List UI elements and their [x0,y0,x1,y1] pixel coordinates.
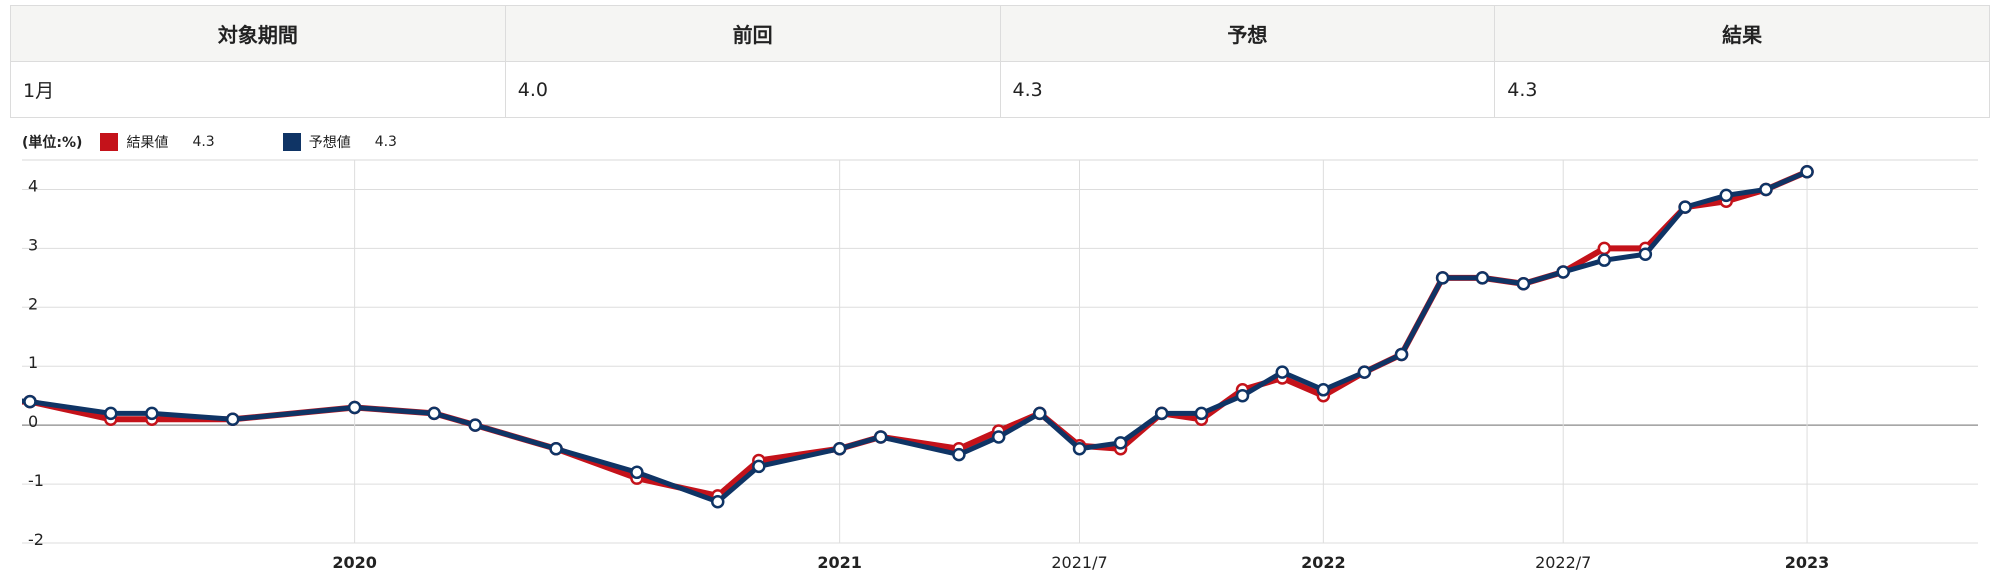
data-point-forecast [1435,271,1450,285]
data-point-forecast [1394,347,1409,362]
header-period: 対象期間 [10,5,506,62]
x-tick-label: 2022 [1301,553,1346,572]
data-point-forecast [1719,188,1733,203]
data-point-forecast [1678,200,1692,214]
data-point-forecast [468,418,482,432]
legend-value-result: 4.3 [192,134,215,150]
legend-label-forecast: 予想値 [308,135,351,151]
y-tick-label: 4 [28,176,38,195]
data-point-forecast [832,441,847,456]
data-point-forecast [104,406,118,421]
data-point-forecast [23,394,37,409]
data-point-forecast [1475,271,1490,285]
x-tick-label: 2022/7 [1535,553,1591,572]
data-point-forecast [952,447,966,462]
x-tick-label: 2020 [332,553,377,572]
data-point-forecast [1556,265,1570,279]
data-point-forecast [1275,365,1290,379]
legend-value-forecast: 4.3 [374,134,397,150]
data-point-forecast [752,459,766,474]
data-point-forecast [873,430,888,444]
x-tick-label: 2023 [1785,553,1830,572]
data-point-forecast [1033,406,1047,421]
data-point-forecast [1072,441,1087,456]
chart-legend: (単位:%) 結果値 4.3 予想値 4.3 [22,131,465,153]
header-result: 結果 [1494,5,1990,62]
y-tick-label: -2 [28,530,44,549]
data-point-forecast [1235,388,1250,403]
cell-result: 4.3 [1494,61,1990,118]
summary-header-row: 対象期間 前回 予想 結果 [10,5,1990,62]
summary-table: 対象期間 前回 予想 結果 1月 4.0 4.3 4.3 [10,5,1990,118]
legend-swatch-forecast [282,133,301,151]
data-point-forecast [710,495,725,509]
header-previous: 前回 [504,5,1001,62]
series-line-result [22,169,1809,499]
data-point-forecast [549,441,563,456]
legend-label-result: 結果値 [126,135,169,151]
data-point-forecast [991,430,1006,444]
data-point-forecast [1113,436,1128,450]
x-tick-label: 2021 [817,553,862,572]
cell-forecast: 4.3 [999,61,1496,118]
unit-label: (単位:%) [22,135,83,151]
x-tick-label: 2021/7 [1051,553,1107,572]
y-tick-label: 3 [28,235,38,254]
data-point-forecast [1357,365,1372,379]
data-point-forecast [1759,182,1773,197]
legend-swatch-result [100,133,119,151]
data-point-forecast [347,400,362,415]
data-point-forecast [1597,253,1612,267]
data-point-forecast [1638,247,1653,262]
series-line-forecast [22,169,1809,505]
summary-data-row: 1月 4.0 4.3 4.3 [10,61,1990,118]
data-point-forecast [1800,165,1814,179]
data-point-forecast [1194,406,1209,421]
data-point-forecast [145,406,159,421]
data-point-forecast [1316,383,1331,397]
data-point-result [1597,241,1612,256]
y-tick-label: -1 [28,471,44,490]
data-point-forecast [630,465,644,480]
cell-previous: 4.0 [504,61,1001,118]
data-point-forecast [1516,276,1531,291]
y-tick-label: 0 [28,412,38,431]
y-tick-label: 1 [28,353,38,372]
data-point-forecast [427,406,441,421]
cell-period: 1月 [10,61,506,118]
data-point-forecast [1154,406,1169,421]
data-point-forecast [225,412,240,427]
y-tick-label: 2 [28,294,38,313]
